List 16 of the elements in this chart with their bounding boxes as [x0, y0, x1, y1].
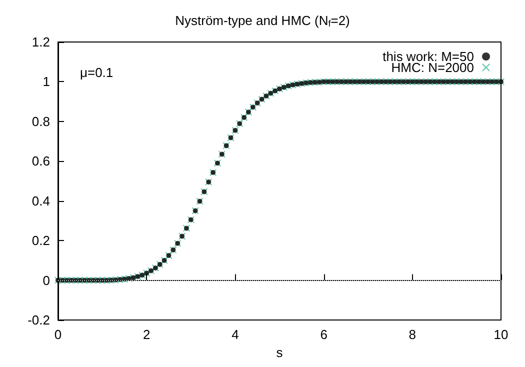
x-axis-title: s	[276, 345, 284, 360]
x-tick-label: 4	[232, 327, 239, 342]
x-tick-label: 10	[494, 327, 508, 342]
y-tick-label: 1	[42, 74, 50, 90]
x-tick-label: 8	[408, 327, 416, 342]
y-tick-label: 0.2	[32, 233, 50, 248]
y-tick-label: 1.2	[32, 34, 50, 50]
x-tick-label: 2	[142, 327, 150, 342]
annotation: μ=0.1	[80, 65, 114, 80]
y-tick-label: 0	[42, 272, 50, 288]
y-tick-label: -0.2	[28, 312, 50, 328]
y-tick-label: 0.8	[32, 114, 50, 129]
y-tick-label: 0.6	[32, 154, 50, 169]
x-tick-label: 0	[54, 327, 62, 342]
x-tick-label: 6	[320, 327, 328, 342]
y-tick-label: 0.4	[32, 193, 50, 208]
